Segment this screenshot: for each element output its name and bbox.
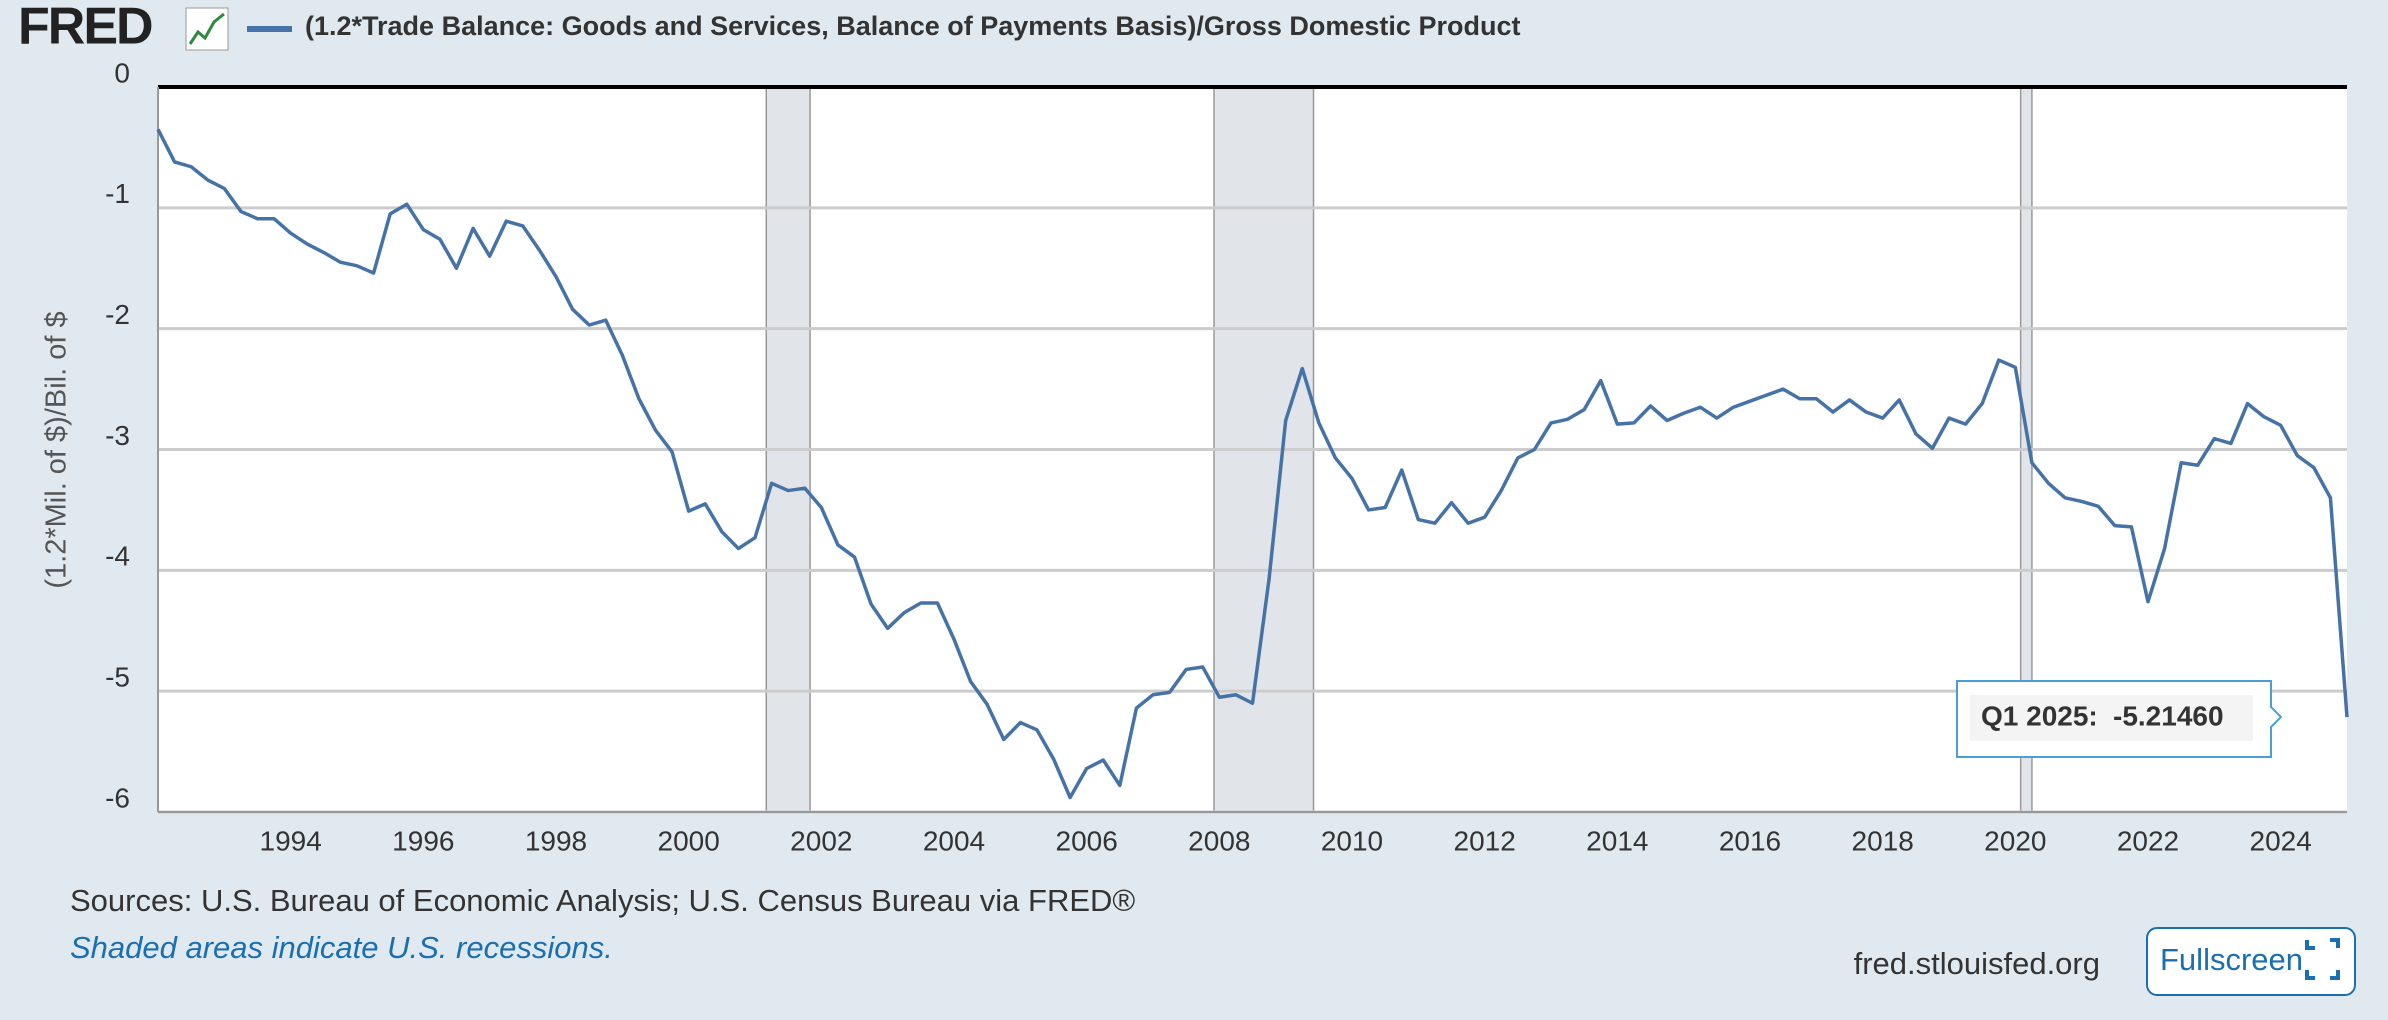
y-tick-label: -5 <box>105 662 130 693</box>
x-tick-label: 2006 <box>1056 825 1118 856</box>
y-tick-label: -6 <box>105 782 130 813</box>
x-tick-label: 2014 <box>1586 825 1648 856</box>
tooltip-value: -5.21460 <box>2113 700 2224 731</box>
fullscreen-button[interactable] <box>2146 927 2356 996</box>
logo-icon-line <box>188 12 225 45</box>
sources: Sources: U.S. Bureau of Economic Analysi… <box>70 883 1135 918</box>
data-line <box>156 128 2349 800</box>
x-tick-label: 2002 <box>790 825 852 856</box>
x-tick-label: 2018 <box>1852 825 1914 856</box>
y-tick-label: -1 <box>105 178 130 209</box>
x-tick-label: 2000 <box>658 825 720 856</box>
y-tick-label: -3 <box>105 420 130 451</box>
site: fred.stlouisfed.org <box>1854 946 2100 981</box>
y-tick-label: 0 <box>114 57 130 88</box>
x-tick-label: 1996 <box>392 825 454 856</box>
x-tick-label: 2022 <box>2117 825 2179 856</box>
x-tick-label: 1994 <box>260 825 322 856</box>
x-tick-label: 2008 <box>1188 825 1250 856</box>
tooltip-inner <box>1970 695 2253 741</box>
y-axis-title: (1.2*Mil. of $)/Bil. of $ <box>41 311 73 588</box>
y-tick-label: -2 <box>105 299 130 330</box>
tooltip-date: Q1 2025: <box>1981 700 2098 731</box>
x-tick-label: 2004 <box>923 825 985 856</box>
x-tick-label: 2010 <box>1321 825 1383 856</box>
fullscreen-icon[interactable] <box>2305 938 2340 980</box>
x-tick-label: 2016 <box>1719 825 1781 856</box>
tooltip: Q1 2025: -5.21460 <box>1956 680 2283 758</box>
fullscreen-label[interactable]: Fullscreen <box>2160 942 2303 977</box>
y-tick-label: -4 <box>105 541 130 572</box>
x-tick-label: 2024 <box>2250 825 2312 856</box>
logo: FRED <box>18 0 152 56</box>
x-tick-label: 2020 <box>1984 825 2046 856</box>
x-tick-label: 1998 <box>525 825 587 856</box>
recession-note: Shaded areas indicate U.S. recessions. <box>70 930 613 965</box>
x-tick-label: 2012 <box>1454 825 1516 856</box>
legend-label: (1.2*Trade Balance: Goods and Services, … <box>305 11 1520 41</box>
